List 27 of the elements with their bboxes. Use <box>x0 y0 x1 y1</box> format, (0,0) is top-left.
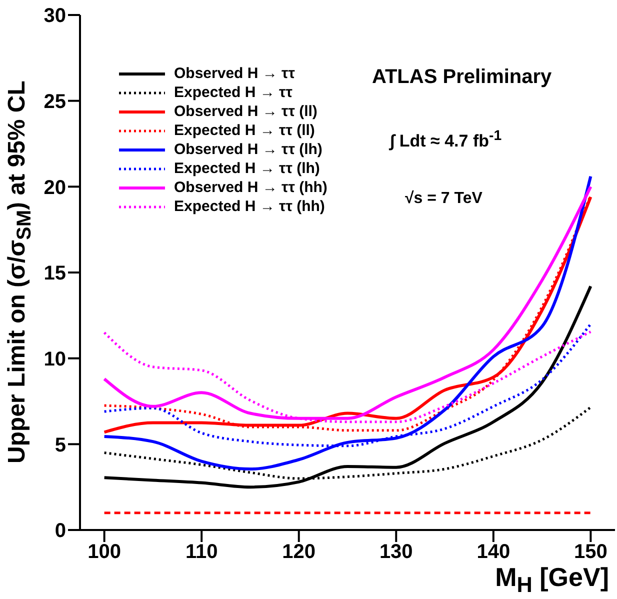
x-tick-label: 120 <box>282 541 316 564</box>
x-tick-label: 140 <box>476 541 510 564</box>
x-tick-label: 130 <box>379 541 413 564</box>
legend-label: Observed H → ττ (lh) <box>174 141 322 158</box>
legend-label: Expected H → ττ (hh) <box>174 198 325 215</box>
y-tick-label: 15 <box>44 262 66 285</box>
line-series <box>102 284 592 489</box>
x-tick-label: 110 <box>185 541 218 564</box>
x-tick-label: 100 <box>88 541 122 564</box>
y-tick-label: 5 <box>54 434 66 456</box>
annotation: ∫ Ldt ≈ 4.7 fb$^{-1}$ <box>390 128 502 152</box>
legend-label: Expected H → ττ <box>174 84 292 101</box>
annotation: √s = 7 TeV <box>405 190 482 208</box>
legend-label: Observed H → ττ <box>174 65 295 82</box>
y-tick-label: 25 <box>44 90 66 113</box>
annotation: ATLAS Preliminary <box>372 66 552 89</box>
y-tick-label: 20 <box>44 176 66 199</box>
legend-label: Expected H → ττ (ll) <box>174 122 315 139</box>
legend-label: Expected H → ττ (lh) <box>174 160 320 177</box>
x-tick-label: 150 <box>574 541 608 564</box>
legend-label: Observed H → ττ (ll) <box>174 103 318 120</box>
y-tick-label: 10 <box>44 348 66 370</box>
line-series <box>102 174 592 471</box>
x-axis-title: M$_{H}$ [GeV] <box>495 562 609 598</box>
legend-label: Observed H → ττ (hh) <box>174 179 328 196</box>
y-tick-label: 0 <box>54 520 66 542</box>
y-tick-label: 30 <box>44 5 66 28</box>
